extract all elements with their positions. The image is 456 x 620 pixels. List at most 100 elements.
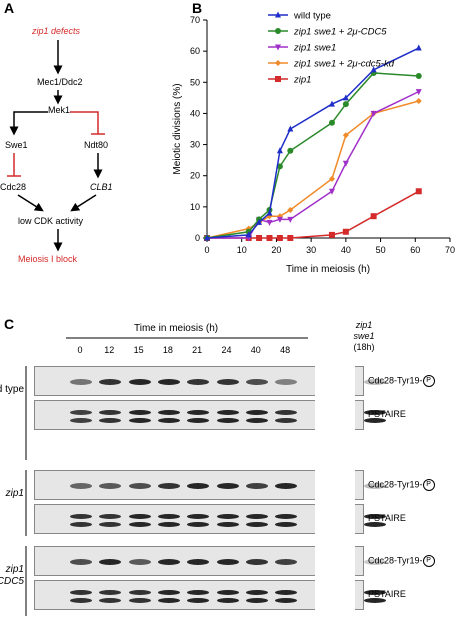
blot-band (99, 559, 122, 565)
control-lane-line2: swe1 (353, 331, 375, 341)
blot-band (99, 418, 122, 423)
blot-band (99, 379, 122, 385)
blot-band (128, 590, 151, 595)
y-tick-label: 70 (190, 15, 200, 25)
blot-band (245, 590, 268, 595)
node-mec1-ddc2: Mec1/Ddc2 (37, 77, 83, 87)
data-point (287, 216, 294, 223)
data-point (266, 219, 273, 226)
blot-band (99, 410, 122, 415)
blot-band (275, 590, 298, 595)
blot-band (157, 590, 180, 595)
data-point (415, 188, 422, 195)
row-label-phospho: Cdc28-Tyr19- P (368, 555, 435, 567)
lane-time-label: 0 (77, 345, 83, 355)
panel-label-b: B (192, 0, 203, 16)
blot-band (187, 559, 210, 565)
data-point (342, 101, 349, 108)
data-point (287, 235, 294, 241)
data-point (342, 228, 349, 235)
data-point (370, 110, 377, 117)
blot-band (128, 514, 151, 519)
blot-gap (315, 366, 355, 396)
blot-band (157, 418, 180, 423)
data-point (328, 100, 335, 107)
blot-band (157, 514, 180, 519)
data-point (415, 97, 422, 104)
blot-band (245, 379, 268, 385)
y-axis-title: Meiotic divisions (%) (172, 83, 183, 174)
blot-band (216, 598, 239, 603)
blot-band (70, 522, 92, 527)
x-axis-title: Time in meiosis (h) (286, 264, 370, 275)
blot-band (128, 418, 151, 423)
node-meiosis-block: Meiosis I block (18, 254, 78, 264)
pstaire-blot-strip (34, 580, 386, 610)
node-zip1-defects: zip1 defects (32, 26, 81, 36)
panel-label-a: A (4, 0, 15, 16)
blot-band (70, 514, 92, 519)
lane-time-label: 12 (104, 345, 115, 355)
blot-band (157, 379, 180, 385)
blot-band (70, 418, 92, 423)
phospho-blot-strip (34, 366, 386, 396)
blot-gap (315, 546, 355, 576)
blot-band (275, 418, 298, 423)
control-lane-line3: (18h) (353, 342, 375, 352)
data-point (287, 206, 294, 213)
blot-band (99, 522, 122, 527)
y-tick-label: 30 (190, 140, 200, 150)
chart-legend: wild type zip1 swe1 + 2μ-CDC5 zip1 swe1 zip… (268, 11, 395, 86)
data-point (328, 231, 335, 238)
strain-label-line: wild type (0, 384, 24, 395)
row-label-pstaire: PSTAIRE (368, 589, 406, 599)
data-point (415, 73, 422, 80)
blot-band (216, 590, 239, 595)
lane-time-label: 48 (280, 345, 291, 355)
blot-band (187, 522, 210, 527)
data-point (328, 188, 335, 195)
y-tick-label: 40 (190, 108, 200, 118)
panel-label-c: C (4, 316, 15, 332)
node-low-cdk: low CDK activity (18, 216, 84, 226)
data-point (245, 231, 252, 238)
blot-band (245, 410, 268, 415)
phospho-circle-icon: P (422, 555, 435, 567)
blot-band (364, 514, 386, 519)
data-point (328, 175, 335, 182)
x-tick-label: 0 (204, 245, 209, 255)
blot-band (364, 522, 386, 527)
blot-band (187, 410, 210, 415)
data-point (266, 209, 273, 216)
node-swe1: Swe1 (5, 140, 28, 150)
blot-band (275, 522, 298, 527)
x-tick-label: 70 (445, 245, 455, 255)
y-tick-label: 50 (190, 77, 200, 87)
pathway-arrows (7, 40, 105, 252)
data-point (276, 163, 283, 170)
data-point (328, 119, 335, 126)
blot-band (275, 598, 298, 603)
blot-band (245, 514, 268, 519)
blot-band (157, 598, 180, 603)
data-point (342, 160, 349, 167)
blot-band (99, 514, 122, 519)
blot-band (216, 522, 239, 527)
y-tick-label: 0 (195, 233, 200, 243)
pstaire-blot-strip (34, 504, 386, 534)
blot-band (275, 379, 298, 385)
x-tick-label: 30 (306, 245, 316, 255)
legend-marker (275, 11, 281, 18)
node-ndt80: Ndt80 (84, 140, 109, 150)
x-tick-label: 40 (341, 245, 351, 255)
blot-band (157, 410, 180, 415)
data-point (204, 234, 210, 241)
legend-label: zip1 swe1 + 2μ-cdc5-kd (293, 59, 395, 70)
pstaire-blot-strip (34, 400, 386, 430)
blot-time-header: Time in meiosis (h) (134, 323, 219, 334)
row-label-pstaire: PSTAIRE (368, 513, 406, 523)
strain-label-line: zip1 (5, 564, 24, 575)
data-point (342, 132, 349, 139)
blot-band (245, 418, 268, 423)
